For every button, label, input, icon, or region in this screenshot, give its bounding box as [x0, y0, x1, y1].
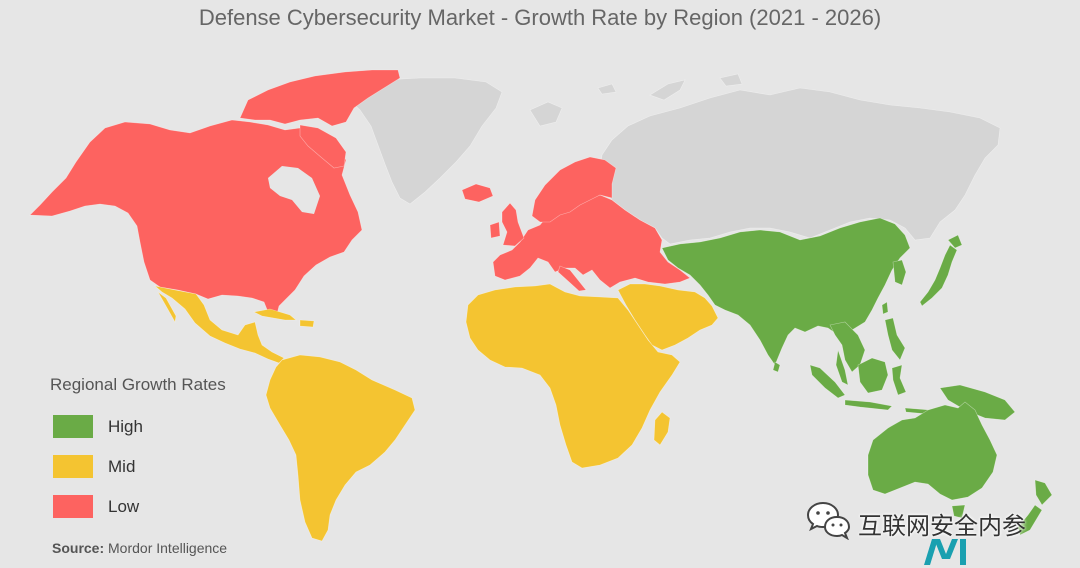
region-hokkaido	[947, 234, 963, 249]
region-south-america	[265, 354, 416, 542]
logo-stroke-3	[944, 539, 958, 559]
region-new-zealand-south	[1017, 504, 1043, 536]
region-hispaniola	[299, 319, 315, 328]
region-malay-peninsula	[835, 349, 849, 386]
legend: Regional Growth Rates High Mid Low	[50, 375, 270, 525]
region-asia-mainland	[661, 217, 911, 366]
legend-swatch-low	[53, 495, 93, 518]
page-title: Defense Cybersecurity Market - Growth Ra…	[198, 5, 882, 30]
source-text: Mordor Intelligence	[108, 540, 228, 556]
region-indochina	[829, 321, 866, 373]
region-novaya-zemlya	[649, 79, 686, 101]
wechat-icon	[806, 501, 851, 540]
logo-stroke-4	[960, 539, 966, 565]
region-sulawesi	[891, 364, 907, 396]
logo-stroke-1	[924, 539, 938, 565]
region-franz-josef-land	[597, 83, 617, 95]
region-italy	[557, 265, 587, 292]
region-cuba	[253, 308, 297, 321]
watermark-text: 互联网安全内参	[858, 512, 1026, 540]
region-borneo	[857, 357, 889, 394]
region-new-guinea	[939, 384, 1016, 421]
region-middle-east	[617, 283, 719, 351]
region-mexico-central-america	[153, 285, 285, 364]
source-label: Source:	[52, 540, 105, 556]
mordor-intelligence-logo	[924, 539, 966, 565]
region-great-britain	[501, 202, 525, 247]
legend-swatch-mid	[53, 455, 93, 478]
region-philippines	[884, 317, 906, 361]
region-baffin-island	[299, 124, 347, 169]
legend-item-high: High	[53, 415, 203, 438]
source-note: Source: Mordor Intelligence	[52, 540, 227, 556]
legend-item-mid: Mid	[53, 455, 203, 478]
region-korea	[892, 259, 907, 286]
logo-stroke-2	[934, 539, 948, 559]
watermark: 互联网安全内参	[806, 500, 1056, 542]
region-svalbard	[529, 101, 563, 127]
legend-item-low: Low	[53, 495, 203, 518]
hudson-bay	[268, 166, 320, 214]
region-africa	[465, 283, 681, 469]
region-australia	[867, 401, 998, 501]
mid-growth-regions	[153, 283, 719, 542]
legend-label-high: High	[108, 417, 143, 436]
region-tasmania	[951, 504, 966, 519]
legend-label-low: Low	[108, 497, 140, 516]
region-java	[844, 399, 893, 411]
region-severnaya-zemlya	[719, 73, 743, 87]
legend-swatch-high	[53, 415, 93, 438]
region-sumatra	[809, 364, 846, 399]
region-japan	[919, 244, 958, 307]
region-iceland	[461, 183, 494, 203]
region-scandinavia	[531, 156, 617, 223]
region-baja-california	[157, 291, 177, 323]
legend-label-mid: Mid	[108, 457, 136, 476]
no-data-regions	[344, 73, 1001, 245]
region-ireland	[489, 221, 501, 239]
region-taiwan	[881, 301, 889, 315]
low-growth-regions	[29, 69, 691, 319]
high-growth-regions	[661, 217, 1053, 536]
legend-title: Regional Growth Rates	[50, 375, 226, 394]
region-russia	[599, 87, 1001, 245]
region-sri-lanka	[772, 361, 781, 373]
region-madagascar	[653, 411, 671, 446]
region-greenland	[344, 77, 503, 205]
region-new-zealand-north	[1034, 479, 1053, 506]
region-arctic-archipelago	[239, 69, 401, 127]
